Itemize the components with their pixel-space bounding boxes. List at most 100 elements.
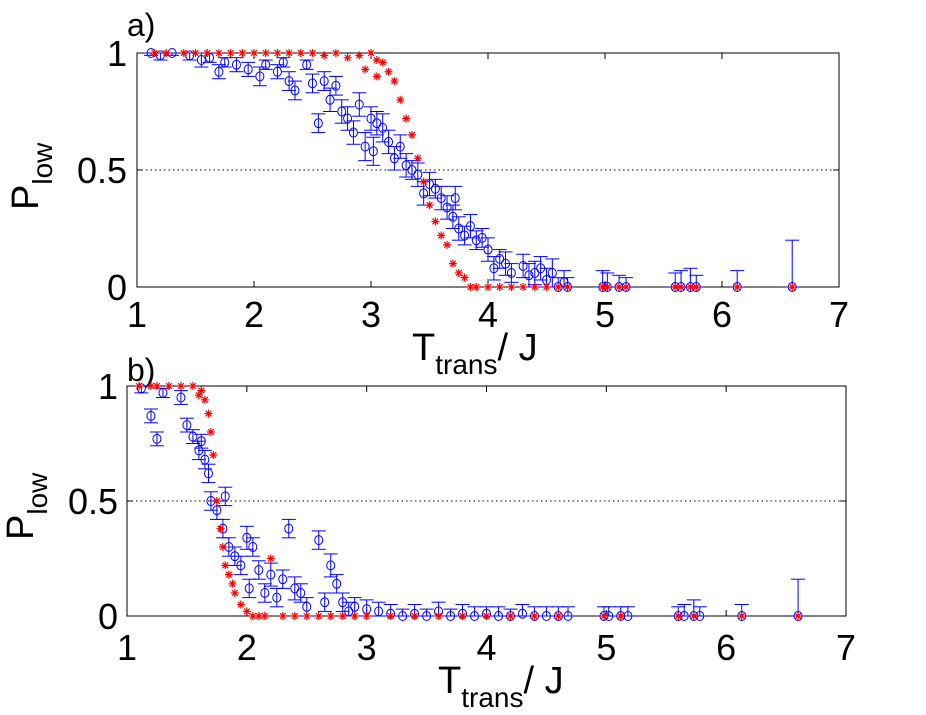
star-marker bbox=[689, 612, 698, 620]
star-series-b bbox=[134, 382, 803, 620]
data-point-circle bbox=[217, 57, 232, 68]
circle-marker bbox=[290, 85, 300, 96]
circle-marker bbox=[331, 80, 341, 91]
star-marker bbox=[242, 607, 251, 616]
data-point-circle bbox=[440, 195, 455, 220]
circle-marker bbox=[212, 505, 222, 516]
circle-marker bbox=[470, 611, 480, 621]
data-point-circle bbox=[527, 260, 542, 286]
x-axis-label-tail-b: / J bbox=[523, 660, 563, 702]
circle-marker bbox=[313, 118, 323, 129]
star-marker bbox=[355, 51, 364, 60]
data-point-circle bbox=[410, 162, 425, 187]
star-marker bbox=[362, 612, 371, 620]
data-point-circle bbox=[323, 553, 338, 578]
data-point-circle bbox=[263, 562, 278, 587]
data-point-circle bbox=[521, 263, 536, 288]
data-point-circle bbox=[287, 80, 302, 101]
circle-marker bbox=[413, 169, 423, 180]
y-tick-label: 1 bbox=[107, 33, 127, 74]
star-marker bbox=[230, 589, 239, 597]
data-point-circle bbox=[311, 530, 326, 550]
circle-marker bbox=[272, 592, 282, 603]
star-marker bbox=[228, 579, 237, 588]
panel-label-a: a) bbox=[127, 7, 155, 43]
circle-marker bbox=[366, 113, 376, 124]
star-marker bbox=[615, 283, 624, 291]
data-point-circle bbox=[270, 64, 285, 80]
star-marker bbox=[331, 49, 340, 57]
star-marker bbox=[495, 283, 504, 291]
star-marker bbox=[285, 49, 294, 57]
data-point-circle bbox=[375, 113, 390, 143]
circle-marker bbox=[260, 588, 270, 598]
star-marker bbox=[188, 382, 197, 390]
circle-marker bbox=[524, 270, 534, 281]
star-marker bbox=[448, 259, 457, 268]
star-marker bbox=[554, 283, 563, 291]
star-marker bbox=[176, 382, 185, 390]
circle-marker bbox=[454, 223, 464, 234]
y-ticks-b: 00.51 bbox=[68, 366, 846, 637]
star-marker bbox=[443, 240, 452, 249]
circle-marker bbox=[332, 578, 342, 589]
star-marker bbox=[152, 382, 161, 390]
star-marker bbox=[278, 612, 287, 620]
circle-marker bbox=[517, 608, 527, 619]
data-point-circle bbox=[275, 569, 290, 589]
data-point-circle bbox=[504, 263, 519, 283]
star-marker bbox=[378, 58, 387, 67]
circle-marker bbox=[442, 202, 452, 213]
star-marker bbox=[204, 409, 213, 418]
circle-marker bbox=[460, 230, 470, 241]
circle-marker bbox=[261, 59, 271, 70]
circle-marker bbox=[158, 387, 168, 398]
circle-marker bbox=[266, 569, 276, 580]
x-axis-label-main-b: T bbox=[438, 660, 461, 702]
star-marker bbox=[686, 283, 695, 291]
circle-marker bbox=[483, 244, 493, 255]
data-point-circle bbox=[317, 592, 332, 612]
star-marker bbox=[206, 428, 215, 436]
star-marker bbox=[788, 283, 797, 291]
circle-marker bbox=[374, 606, 384, 617]
circle-marker bbox=[430, 183, 440, 194]
circle-marker bbox=[302, 59, 312, 70]
x-tick-label: 4 bbox=[478, 294, 498, 335]
data-point-circle bbox=[515, 604, 530, 619]
star-marker bbox=[200, 395, 209, 404]
x-axis-label-sub-a: trans bbox=[435, 349, 497, 380]
star-marker bbox=[402, 114, 411, 123]
star-marker bbox=[671, 283, 680, 291]
star-marker bbox=[458, 612, 467, 620]
y-axis-label-sub-a: low bbox=[27, 142, 58, 185]
star-marker bbox=[372, 56, 381, 65]
star-marker bbox=[677, 283, 686, 291]
circle-marker bbox=[422, 611, 432, 621]
circle-marker bbox=[152, 433, 162, 444]
star-marker bbox=[224, 570, 233, 579]
data-point-circle bbox=[155, 387, 170, 398]
star-marker bbox=[254, 612, 263, 620]
star-marker bbox=[134, 382, 143, 390]
x-tick-label: 3 bbox=[361, 294, 381, 335]
circle-marker bbox=[563, 611, 573, 621]
circle-marker bbox=[302, 601, 312, 612]
star-marker bbox=[162, 49, 171, 57]
star-marker bbox=[361, 65, 370, 74]
circle-marker bbox=[506, 267, 516, 278]
star-marker bbox=[367, 49, 375, 57]
star-marker bbox=[218, 543, 227, 551]
circle-marker bbox=[368, 146, 378, 157]
data-point-circle bbox=[539, 606, 554, 621]
star-marker bbox=[622, 283, 631, 291]
star-marker bbox=[197, 386, 206, 395]
circle-marker bbox=[196, 55, 206, 66]
circle-marker bbox=[320, 597, 330, 608]
y-axis-label-b: Plow bbox=[0, 472, 53, 540]
star-marker bbox=[519, 283, 528, 291]
x-tick-label: 3 bbox=[357, 627, 377, 668]
circle-marker bbox=[450, 193, 460, 204]
star-marker bbox=[692, 283, 701, 291]
data-point-circle bbox=[366, 136, 381, 166]
